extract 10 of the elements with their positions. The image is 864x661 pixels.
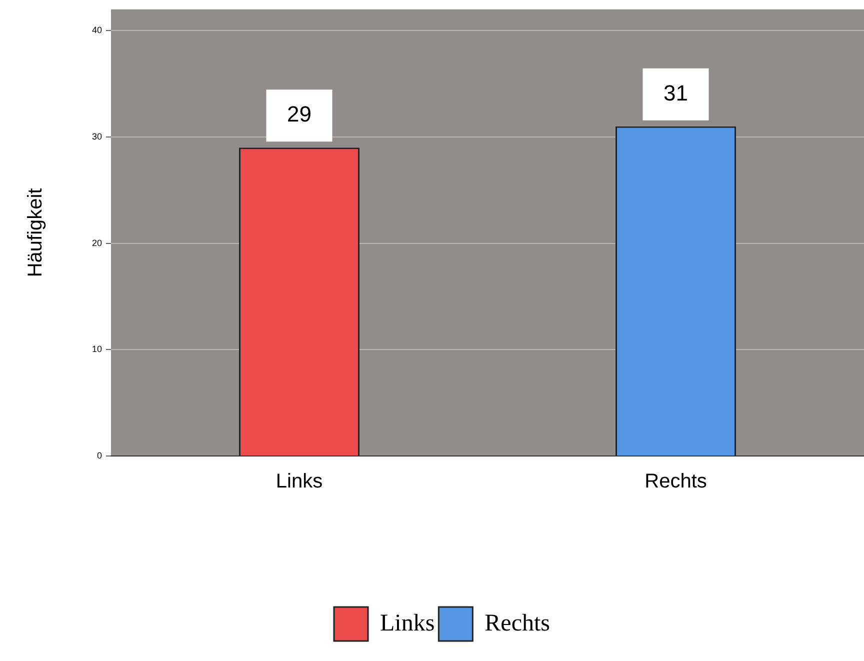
y-tick-label: 40 xyxy=(92,25,102,36)
y-tick-label: 20 xyxy=(92,238,102,248)
legend-label: Rechts xyxy=(484,610,550,636)
y-axis-title: Häufigkeit xyxy=(24,188,47,278)
data-label: 31 xyxy=(664,80,688,106)
data-label: 29 xyxy=(287,102,312,127)
y-tick-label: 10 xyxy=(92,344,102,354)
y-tick-label: 30 xyxy=(92,131,102,142)
legend-label: Links xyxy=(380,610,435,636)
y-tick-label: 0 xyxy=(96,450,102,460)
